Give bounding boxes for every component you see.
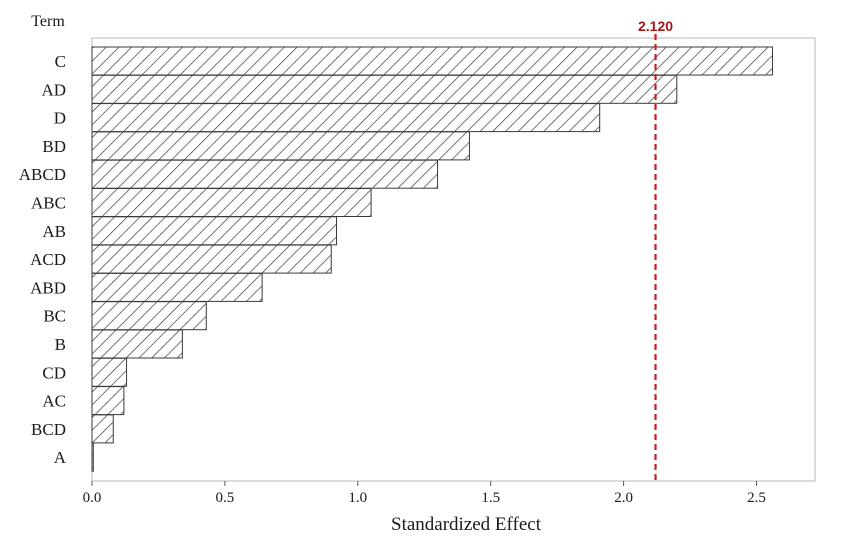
y-tick-label: A bbox=[54, 448, 67, 467]
bars-group bbox=[91, 46, 773, 472]
y-tick-label: AC bbox=[42, 392, 66, 411]
y-tick-label: ABD bbox=[30, 278, 66, 297]
reference-line-group: 2.120 bbox=[638, 18, 673, 481]
y-tick-label: CD bbox=[42, 363, 66, 382]
bar-abd bbox=[91, 272, 263, 302]
bar-d bbox=[91, 103, 601, 133]
bar-acd bbox=[91, 244, 332, 274]
x-tick-label: 0.0 bbox=[83, 490, 102, 506]
bar-ac bbox=[91, 386, 125, 416]
x-ticks: 0.0 0.5 1.0 1.5 2.0 2.5 bbox=[83, 481, 766, 506]
bar-b bbox=[91, 329, 183, 359]
bar-bcd bbox=[91, 414, 114, 444]
bar-ad bbox=[91, 74, 678, 104]
x-tick-label: 0.5 bbox=[216, 490, 235, 506]
y-tick-label: B bbox=[55, 335, 66, 354]
x-tick-label: 1.0 bbox=[348, 490, 367, 506]
x-axis-title: Standardized Effect bbox=[391, 514, 542, 535]
bar-cd bbox=[91, 357, 128, 387]
reference-line-label: 2.120 bbox=[638, 18, 673, 34]
bar-abc bbox=[91, 188, 372, 217]
y-tick-label: D bbox=[54, 109, 66, 128]
bar-ab bbox=[91, 216, 338, 246]
y-tick-label: ACD bbox=[30, 250, 66, 269]
x-tick-label: 1.5 bbox=[481, 490, 500, 506]
y-tick-label: BCD bbox=[31, 420, 66, 439]
bar-c bbox=[91, 46, 773, 76]
y-tick-label: ABCD bbox=[19, 165, 66, 184]
bar-abcd bbox=[91, 159, 439, 189]
y-tick-label: ABC bbox=[31, 194, 66, 213]
y-tick-label: C bbox=[55, 52, 66, 71]
x-tick-label: 2.0 bbox=[614, 490, 633, 506]
x-tick-label: 2.5 bbox=[747, 490, 766, 506]
y-tick-label: AD bbox=[41, 80, 66, 99]
y-axis-title: Term bbox=[31, 13, 65, 30]
bar-bc bbox=[91, 301, 207, 331]
bar-a bbox=[91, 442, 94, 472]
y-tick-label: BD bbox=[42, 137, 66, 156]
bar-bd bbox=[91, 131, 470, 161]
y-tick-label: AB bbox=[42, 222, 66, 241]
y-tick-label: BC bbox=[43, 307, 66, 326]
